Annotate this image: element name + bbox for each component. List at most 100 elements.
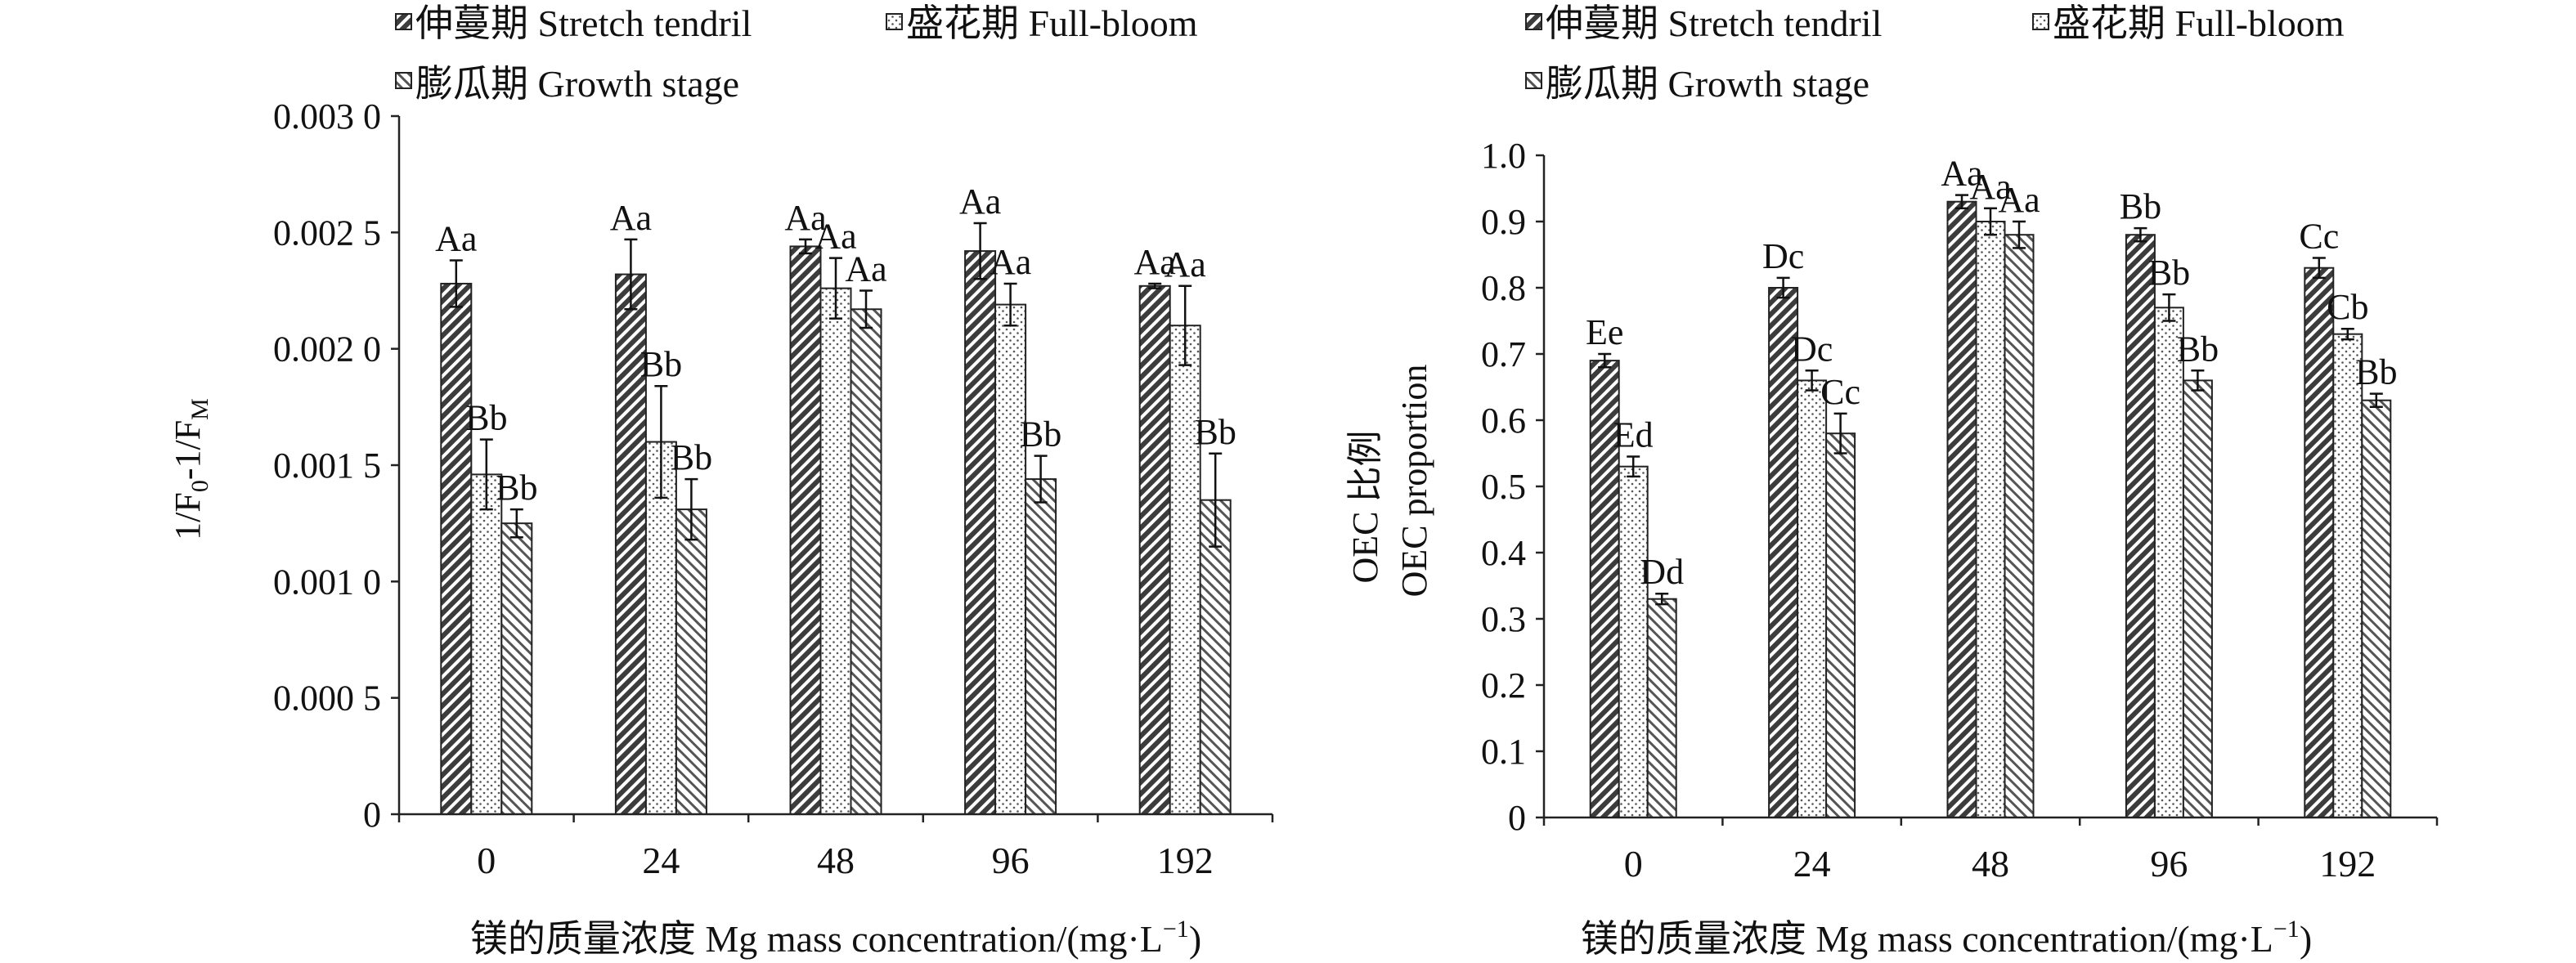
left-bar-growth <box>675 508 707 815</box>
right-y-tick-label: 0.9 <box>1481 202 1526 242</box>
left-bar-fullbloom <box>819 287 852 815</box>
right-sig-label-growth: Cc <box>1820 372 1860 412</box>
left-bar-growth <box>1025 478 1057 816</box>
left-y-tick-label: 0.000 5 <box>273 679 381 719</box>
left-bar-fullbloom <box>470 473 503 815</box>
left-sig-label-stretch: Aa <box>959 181 1001 222</box>
right-x-label-text: 镁的质量浓度 Mg mass concentration/(mg·L <box>1581 918 2273 960</box>
left-x-ticks: 0 24 48 96 192 <box>397 814 1274 881</box>
left-legend-swatch-fullbloom <box>886 13 903 30</box>
left-y-ticks: 0 0.000 5 0.001 0 0.001 5 0.002 0 0.002 5 0.00… <box>273 96 399 835</box>
left-y-tick-label: 0.002 0 <box>273 329 381 370</box>
right-sig-label-growth: Aa <box>1998 180 2040 220</box>
right-sig-label-growth: Bb <box>2177 329 2219 369</box>
left-bar-growth <box>850 308 882 816</box>
left-x-label-text: 镁的质量浓度 Mg mass concentration/(mg·L <box>470 918 1163 960</box>
left-bar-growth <box>1199 499 1232 815</box>
right-bar-stretch <box>2125 234 2156 818</box>
left-y-tick-label: 0.001 5 <box>273 446 381 486</box>
left-bar-fullbloom <box>994 303 1027 815</box>
right-y-tick-label: 0.5 <box>1481 467 1526 507</box>
right-bars <box>1589 200 2392 819</box>
right-sig-label-growth: Bb <box>2355 352 2397 392</box>
right-y-tick-label: 0.6 <box>1481 401 1526 441</box>
right-legend-swatch-stretch <box>1525 13 1542 30</box>
left-bar-growth <box>500 522 533 816</box>
right-sig-label-stretch: Dc <box>1762 236 1804 276</box>
right-bar-growth <box>2004 234 2035 818</box>
left-y-label-c: -1/F <box>168 420 208 480</box>
left-sig-label-fullbloom: Aa <box>990 242 1031 282</box>
left-x-tick-label: 192 <box>1157 840 1214 881</box>
left-y-label-a: 1/F <box>168 492 208 540</box>
right-x-ticks: 0 24 48 96 192 <box>1542 817 2439 885</box>
right-legend-item-fullbloom: 盛花期 Full-bloom <box>2032 2 2345 44</box>
left-y-tick-label: 0 <box>363 795 381 835</box>
right-sig-label-growth: Dd <box>1640 552 1684 592</box>
right-sig-label-fullbloom: Aa <box>1969 167 2011 207</box>
left-sig-label-fullbloom: Bb <box>465 398 507 438</box>
left-sig-label-growth: Bb <box>1195 412 1236 452</box>
right-y-tick-label: 0.8 <box>1481 268 1526 308</box>
right-x-axis-label: 镁的质量浓度 Mg mass concentration/(mg·L−1) <box>1581 916 2312 960</box>
left-y-tick-label: 0.002 5 <box>273 213 381 253</box>
right-legend-label-stretch: 伸蔓期 Stretch tendril <box>1546 2 1882 44</box>
left-y-label-d: M <box>186 398 213 420</box>
left-legend-label-fullbloom: 盛花期 Full-bloom <box>906 2 1198 44</box>
left-y-tick-label: 0.003 0 <box>273 96 381 137</box>
right-legend: 伸蔓期 Stretch tendril 盛花期 Full-bloom 膨瓜期 G… <box>1525 2 2345 105</box>
right-x-tick-label: 96 <box>2150 843 2188 885</box>
right-bar-fullbloom <box>1618 465 1649 818</box>
left-sig-label-stretch: Aa <box>610 198 652 238</box>
left-y-tick-label: 0.001 0 <box>273 562 381 602</box>
right-x-tick-label: 0 <box>1624 843 1643 885</box>
left-y-axis-label: 1/F0-1/FM <box>168 398 213 540</box>
left-legend-item-growth: 膨瓜期 Growth stage <box>395 63 739 105</box>
left-sig-label-fullbloom: Aa <box>1165 244 1206 284</box>
left-sig-label-growth: Bb <box>1020 414 1061 455</box>
left-x-tick-label: 24 <box>642 840 680 881</box>
left-x-tick-label: 0 <box>477 840 496 881</box>
right-sig-label-fullbloom: Dc <box>1791 329 1833 369</box>
right-axes <box>1542 155 2437 819</box>
right-y-tick-label: 0.1 <box>1481 732 1526 772</box>
right-bar-fullbloom <box>2153 307 2184 818</box>
right-legend-swatch-fullbloom <box>2032 13 2049 30</box>
left-sig-label-growth: Bb <box>671 437 712 477</box>
right-bar-stretch <box>2304 267 2335 818</box>
right-legend-item-stretch: 伸蔓期 Stretch tendril <box>1525 2 1882 44</box>
left-legend-item-fullbloom: 盛花期 Full-bloom <box>886 2 1198 44</box>
left-bar-stretch <box>789 245 822 815</box>
right-sig-label-stretch: Cc <box>2299 217 2339 257</box>
right-sig-label-stretch: Ee <box>1586 312 1623 352</box>
left-bar-fullbloom <box>1169 325 1201 815</box>
right-sig-label-fullbloom: Cb <box>2327 287 2368 327</box>
left-axes <box>397 116 1272 816</box>
left-bar-stretch <box>440 282 473 815</box>
left-x-label-sup: −1 <box>1163 916 1189 943</box>
right-bar-growth <box>1825 432 1856 818</box>
left-sig-label-fullbloom: Bb <box>640 344 682 384</box>
left-bar-stretch <box>1138 284 1171 816</box>
right-bar-fullbloom <box>2332 333 2363 818</box>
right-sig-label-fullbloom: Bb <box>2148 253 2190 293</box>
left-x-tick-label: 48 <box>817 840 855 881</box>
left-legend: 伸蔓期 Stretch tendril 盛花期 Full-bloom 膨瓜期 G… <box>395 2 1198 105</box>
left-sig-label-growth: Bb <box>496 468 537 508</box>
left-sig-label-fullbloom: Aa <box>815 217 856 257</box>
left-bars <box>440 245 1232 816</box>
right-legend-swatch-growth <box>1525 72 1542 89</box>
right-bar-fullbloom <box>1797 379 1828 818</box>
right-y-ticks: 0 0.1 0.2 0.3 0.4 0.5 0.6 0.7 0.8 0.9 1.0 <box>1481 136 1544 838</box>
right-bar-stretch <box>1946 200 1977 818</box>
right-x-tick-label: 48 <box>1972 843 2009 885</box>
right-x-tick-label: 192 <box>2319 843 2376 885</box>
left-bar-stretch <box>964 250 997 815</box>
left-error-bars <box>449 222 1223 548</box>
left-x-axis-label: 镁的质量浓度 Mg mass concentration/(mg·L−1) <box>470 916 1201 960</box>
right-legend-label-fullbloom: 盛花期 Full-bloom <box>2053 2 2345 44</box>
left-x-tick-label: 96 <box>992 840 1030 881</box>
right-y-tick-label: 1.0 <box>1481 136 1526 176</box>
